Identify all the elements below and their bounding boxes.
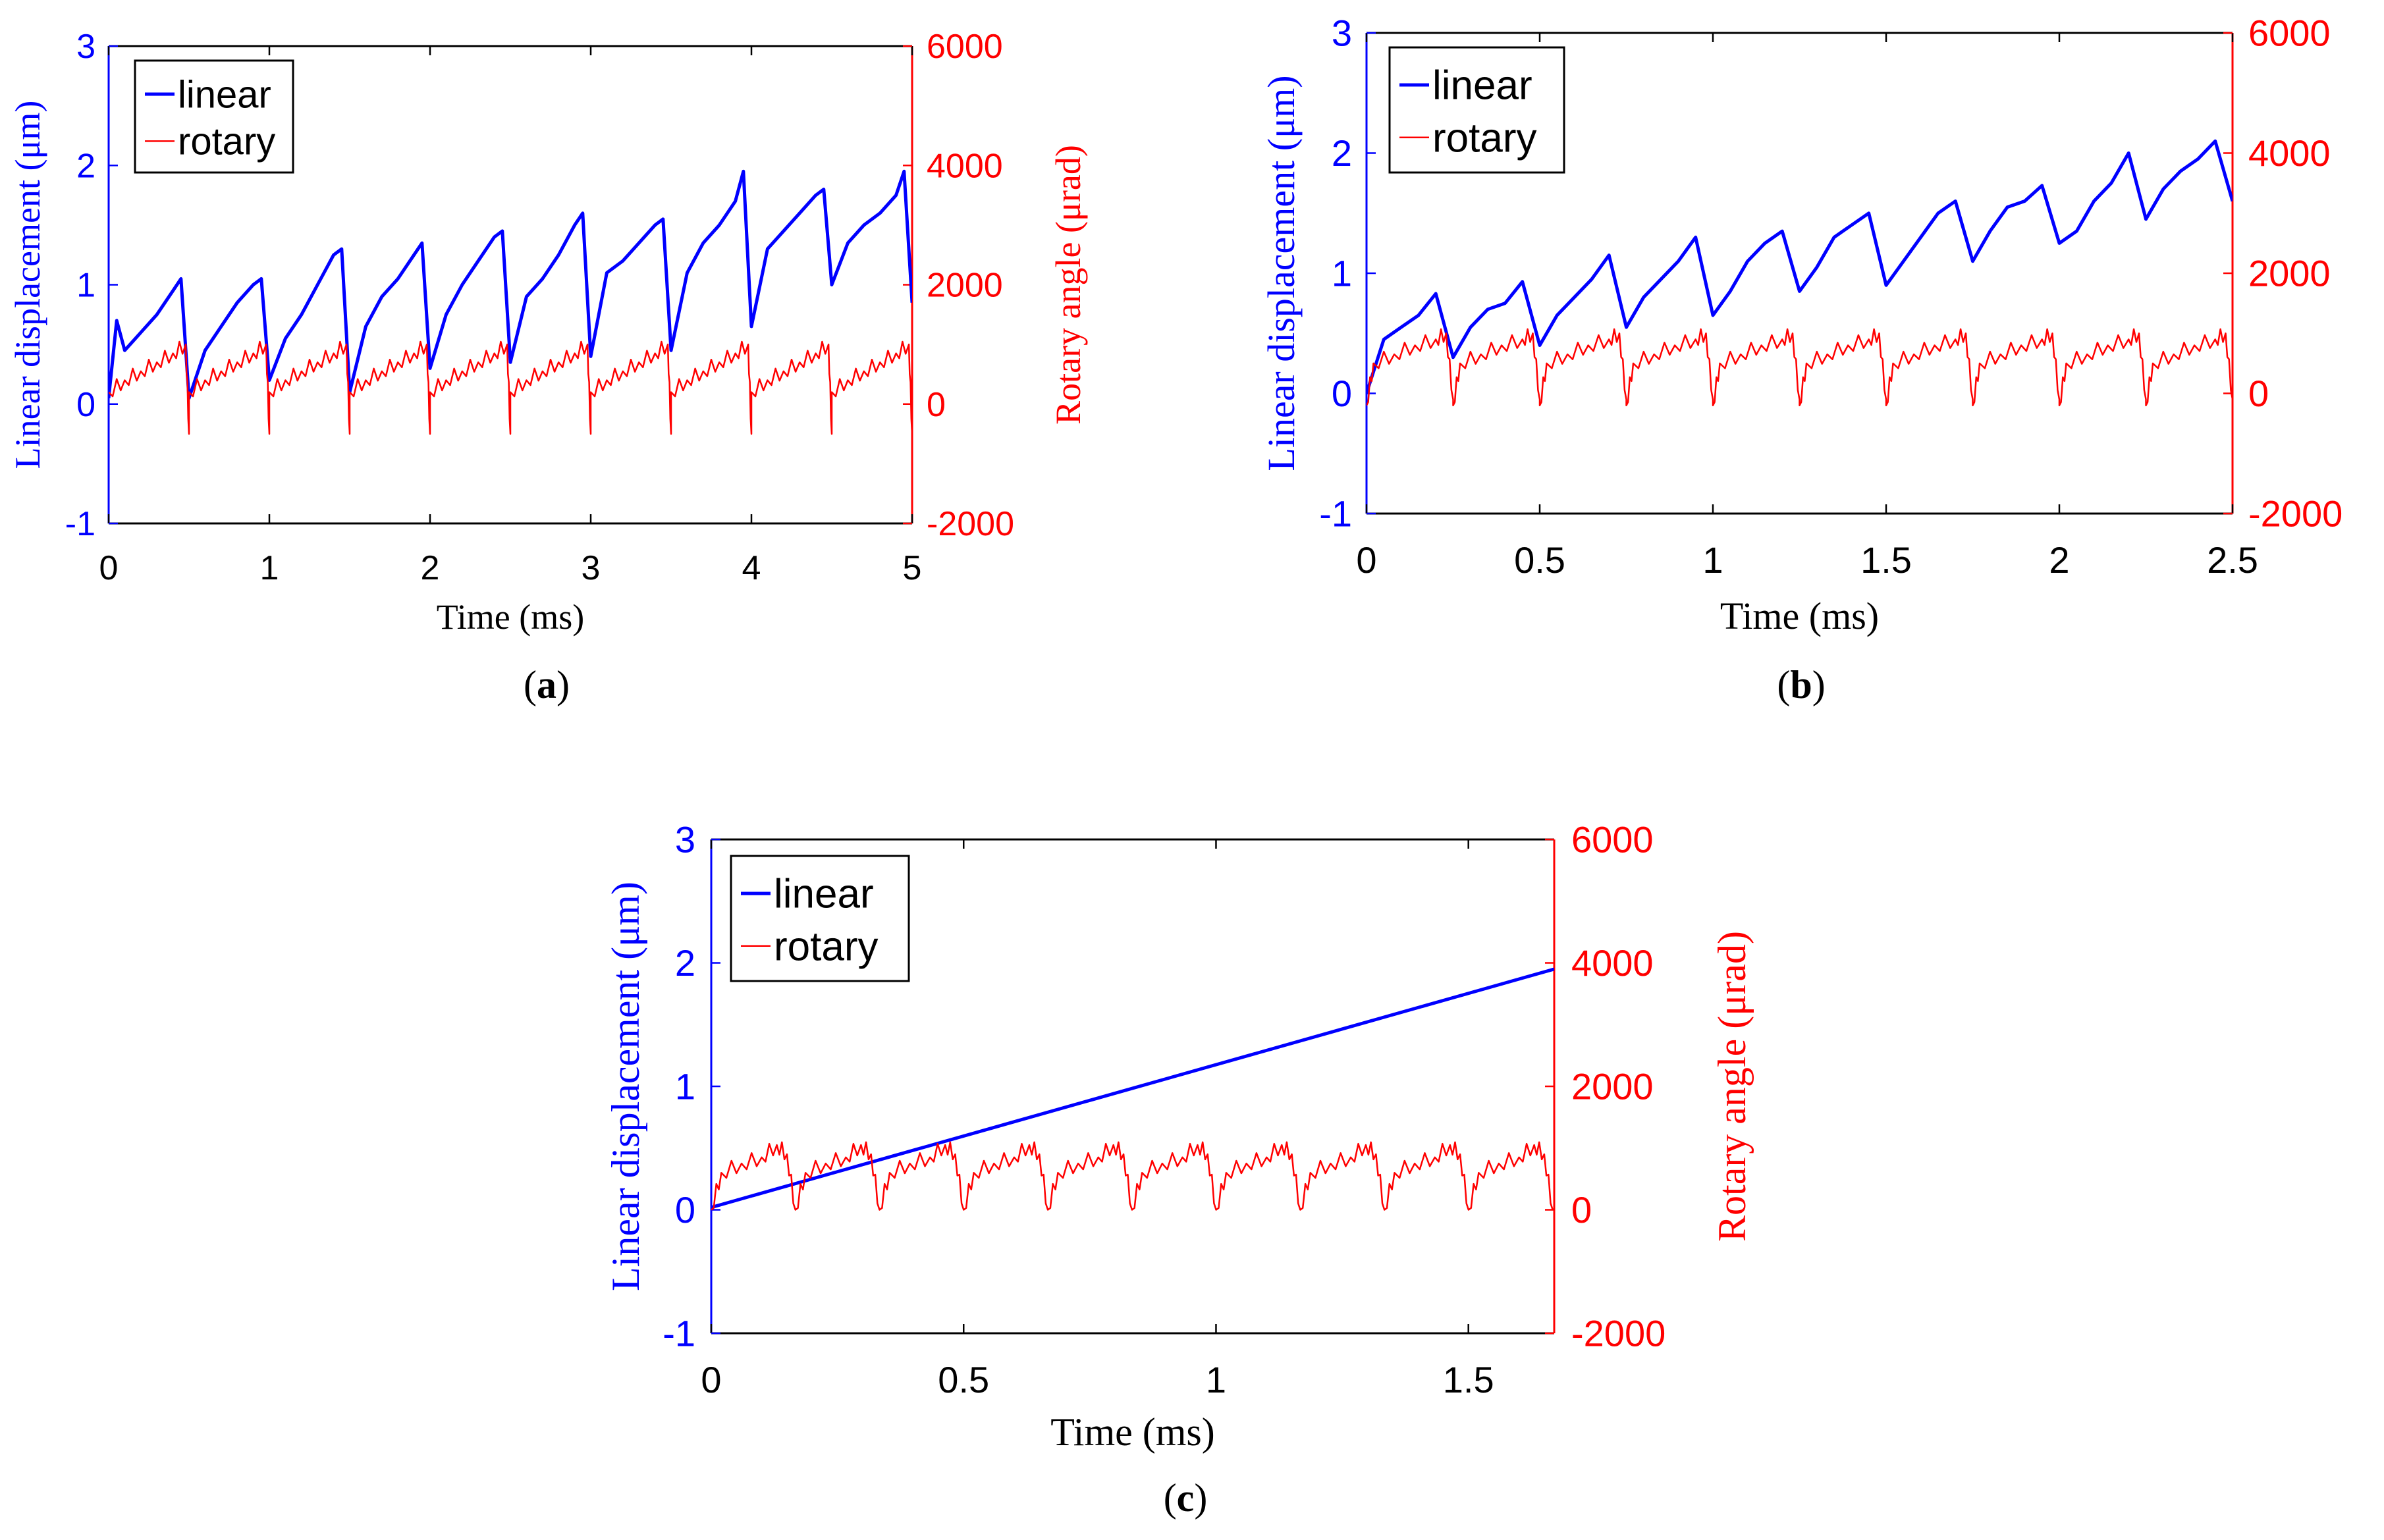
y-right-tick-label: -2000 bbox=[927, 505, 1014, 543]
legend: linear rotary bbox=[730, 855, 910, 982]
y-left-tick-label: -1 bbox=[663, 1313, 695, 1354]
legend-label-rotary: rotary bbox=[1432, 116, 1536, 161]
x-tick-label: 0 bbox=[1356, 539, 1376, 581]
y-right-tick-label: -2000 bbox=[1571, 1313, 1666, 1354]
chart-b: 0 0.5 1 1.5 2 2.5-10123-20000200040006000Time… bbox=[1260, 13, 2343, 706]
subfigure-caption: (a) bbox=[524, 663, 570, 706]
x-tick-label: 1 bbox=[1702, 539, 1723, 581]
x-axis-label: Time (ms) bbox=[1050, 1410, 1215, 1454]
x-axis-label: Time (ms) bbox=[1720, 595, 1879, 637]
series-line-linear bbox=[109, 169, 912, 400]
y-right-tick-label: 2000 bbox=[2248, 253, 2331, 294]
y-left-tick-label: 2 bbox=[76, 147, 95, 185]
y-left-tick-label: -1 bbox=[65, 505, 95, 543]
series-line-linear bbox=[1367, 139, 2233, 394]
x-tick-label: 2 bbox=[421, 549, 440, 587]
series-line-rotary bbox=[711, 1141, 1554, 1211]
x-tick-label: 1.5 bbox=[1443, 1359, 1494, 1400]
x-tick-label: 5 bbox=[903, 549, 922, 587]
y-right-tick-label: 6000 bbox=[927, 28, 1003, 66]
y-right-axis-label: Rotary angle (μrad) bbox=[1710, 931, 1754, 1242]
y-left-tick-label: -1 bbox=[1319, 493, 1352, 535]
x-tick-label: 1 bbox=[1206, 1359, 1226, 1400]
y-right-tick-label: -2000 bbox=[2248, 493, 2343, 535]
y-right-tick-label: 4000 bbox=[2248, 132, 2331, 174]
legend-box bbox=[730, 855, 910, 982]
x-tick-label: 2 bbox=[2049, 539, 2069, 581]
legend: linear rotary bbox=[1388, 46, 1565, 174]
legend-box bbox=[134, 59, 294, 174]
legend-label-rotary: rotary bbox=[178, 120, 275, 163]
legend-label-linear: linear bbox=[1432, 63, 1532, 109]
series-line-rotary bbox=[1367, 328, 2233, 407]
y-left-tick-label: 0 bbox=[76, 386, 95, 424]
y-left-tick-label: 2 bbox=[675, 942, 695, 984]
subfigure-caption: (b) bbox=[1777, 663, 1825, 706]
x-tick-label: 3 bbox=[582, 549, 601, 587]
x-tick-label: 0.5 bbox=[938, 1359, 989, 1400]
series-line-rotary bbox=[109, 340, 912, 435]
x-axis-label: Time (ms) bbox=[437, 597, 585, 637]
y-right-tick-label: 6000 bbox=[1571, 819, 1654, 861]
y-left-tick-label: 1 bbox=[76, 267, 95, 305]
x-tick-label: 1 bbox=[260, 549, 279, 587]
y-left-tick-label: 0 bbox=[1332, 373, 1352, 414]
x-tick-label: 1.5 bbox=[1860, 539, 1912, 581]
y-left-axis-label: Linear displacement (μm) bbox=[8, 101, 47, 469]
y-right-tick-label: 2000 bbox=[927, 267, 1003, 305]
y-right-tick-label: 4000 bbox=[1571, 942, 1654, 984]
legend-label-rotary: rotary bbox=[774, 924, 878, 970]
y-right-tick-label: 0 bbox=[927, 386, 946, 424]
y-right-axis-label: Rotary angle (μrad) bbox=[1048, 145, 1088, 425]
series-line-linear bbox=[711, 967, 1554, 1209]
y-right-tick-label: 2000 bbox=[1571, 1066, 1654, 1107]
legend-label-linear: linear bbox=[178, 73, 271, 116]
y-left-tick-label: 1 bbox=[1332, 253, 1352, 294]
subfigure-caption: (c) bbox=[1164, 1476, 1208, 1520]
y-left-axis-label: Linear displacement (μm) bbox=[604, 882, 647, 1291]
x-tick-label: 2.5 bbox=[2207, 539, 2258, 581]
y-left-axis-label: Linear displacement (μm) bbox=[1260, 75, 1303, 471]
legend-box bbox=[1388, 46, 1565, 174]
x-tick-label: 4 bbox=[742, 549, 761, 587]
y-left-tick-label: 0 bbox=[675, 1189, 695, 1231]
y-right-tick-label: 0 bbox=[2248, 373, 2269, 414]
y-left-tick-label: 3 bbox=[1332, 13, 1352, 54]
y-right-tick-label: 4000 bbox=[927, 147, 1003, 185]
y-right-tick-label: 6000 bbox=[2248, 13, 2331, 54]
legend-label-linear: linear bbox=[774, 872, 874, 917]
x-tick-label: 0.5 bbox=[1514, 539, 1565, 581]
y-left-tick-label: 2 bbox=[1332, 132, 1352, 174]
y-left-tick-label: 1 bbox=[675, 1066, 695, 1107]
x-tick-label: 0 bbox=[99, 549, 119, 587]
y-left-tick-label: 3 bbox=[675, 819, 695, 861]
y-left-tick-label: 3 bbox=[76, 28, 95, 66]
x-tick-label: 0 bbox=[701, 1359, 721, 1400]
y-right-tick-label: 0 bbox=[1571, 1189, 1592, 1231]
